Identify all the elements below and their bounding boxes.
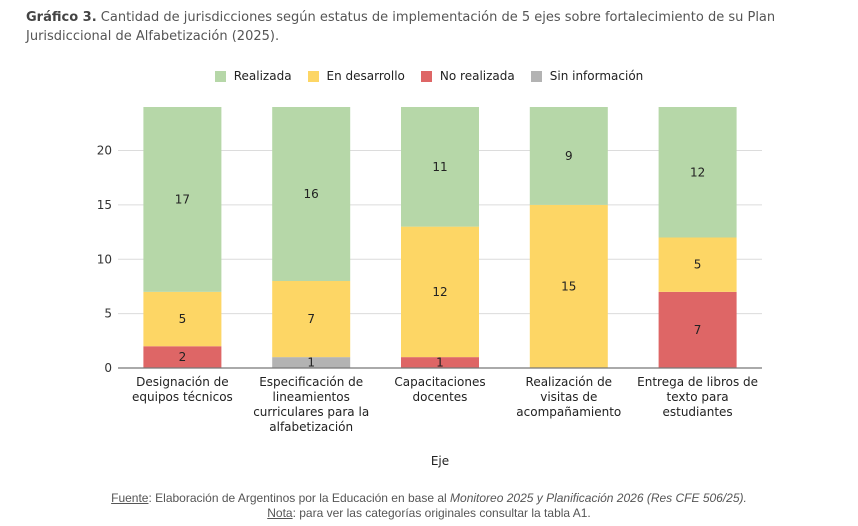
- legend-swatch-en-desarrollo: [307, 70, 319, 82]
- x-tick-label-line: docentes: [413, 390, 468, 404]
- data-label: 5: [694, 258, 702, 272]
- x-tick-label: Designación de equipos técnicos: [132, 375, 233, 404]
- x-axis-title: Eje: [431, 454, 449, 468]
- x-tick-label-line: equipos técnicos: [132, 390, 233, 404]
- bar-segment-realizada: [272, 107, 351, 281]
- x-tick-label-line: texto para: [667, 390, 729, 404]
- legend-label: Sin información: [549, 69, 644, 83]
- bar-segment-realizada: [401, 107, 479, 227]
- data-label: 16: [304, 187, 319, 201]
- bar-segment-realizada: [143, 107, 222, 292]
- chart-title-text: Cantidad de jurisdicciones según estatus…: [26, 10, 776, 44]
- data-label: 17: [175, 192, 190, 206]
- data-label: 15: [561, 279, 576, 293]
- data-label: 9: [565, 149, 573, 163]
- note-line: Nota: para ver las categorías originales…: [0, 506, 858, 521]
- data-label: 5: [179, 312, 187, 326]
- data-label: 12: [690, 165, 705, 179]
- legend-item-realizada: Realizada: [214, 69, 292, 83]
- x-tick-label: Especificación de lineamientos curriculare…: [253, 375, 369, 434]
- x-tick-label-line: curriculares para la: [253, 405, 369, 419]
- source-text: : Elaboración de Argentinos por la Educa…: [148, 491, 451, 505]
- x-tick-label: Realización de visitas de acompañamiento: [516, 375, 621, 419]
- x-tick-label: Entrega de libros de texto para estudiante…: [637, 375, 758, 419]
- legend-label: En desarrollo: [326, 69, 405, 83]
- y-tick-label: 0: [104, 361, 112, 375]
- legend-item-sin-informacion: Sin información: [530, 69, 644, 83]
- source-line: Fuente: Elaboración de Argentinos por la…: [0, 491, 858, 506]
- source-italic: Monitoreo 2025 y Planificación 2026 (Res…: [450, 491, 747, 505]
- x-tick-label: Capacitaciones docentes: [394, 375, 485, 404]
- legend-swatch-realizada: [214, 70, 226, 82]
- bar-segment-en-desarrollo: [272, 281, 351, 358]
- legend-item-no-realizada: No realizada: [420, 69, 515, 83]
- bar-segment-sin-informacion: [272, 357, 351, 368]
- data-label: 11: [432, 160, 447, 174]
- x-tick-label-line: lineamientos: [273, 390, 350, 404]
- note-label: Nota: [267, 506, 293, 520]
- chart-title-label: Gráfico 3.: [26, 10, 97, 25]
- x-tick-label-line: Capacitaciones: [394, 375, 485, 389]
- data-label: 12: [432, 285, 447, 299]
- data-label: 1: [436, 356, 444, 370]
- note-text: : para ver las categorías originales con…: [292, 506, 591, 520]
- y-tick-label: 15: [97, 198, 112, 212]
- x-tick-label-line: acompañamiento: [516, 405, 621, 419]
- data-label: 1: [307, 356, 315, 370]
- x-tick-label-line: Realización de: [526, 375, 613, 389]
- legend-label: Realizada: [233, 69, 292, 83]
- legend: Realizada En desarrollo No realizada Sin in…: [0, 69, 858, 83]
- x-tick-label-line: visitas de: [540, 390, 597, 404]
- data-label: 2: [179, 350, 187, 364]
- y-tick-label: 10: [97, 252, 112, 266]
- bar-segment-no-realizada: [658, 291, 737, 368]
- bar-segment-en-desarrollo: [401, 226, 479, 358]
- bar-segment-no-realizada: [143, 346, 222, 368]
- data-label: 7: [694, 323, 702, 337]
- x-tick-label-line: Especificación de: [259, 375, 363, 389]
- bar-segment-realizada: [658, 107, 737, 238]
- data-label: 7: [307, 312, 315, 326]
- legend-item-en-desarrollo: En desarrollo: [307, 69, 405, 83]
- y-tick-label: 5: [104, 307, 112, 321]
- chart-title: Gráfico 3. Cantidad de jurisdicciones se…: [26, 8, 826, 46]
- bar-segment-realizada: [529, 107, 608, 205]
- x-tick-label-line: alfabetización: [269, 420, 353, 434]
- bar-segment-no-realizada: [401, 357, 479, 368]
- x-tick-label-line: Designación de: [136, 375, 228, 389]
- bar-segment-en-desarrollo: [658, 237, 737, 292]
- legend-swatch-sin-informacion: [530, 70, 542, 82]
- chart-source: Fuente: Elaboración de Argentinos por la…: [0, 491, 858, 521]
- x-tick-label-line: Entrega de libros de: [637, 375, 758, 389]
- source-label: Fuente: [111, 491, 149, 505]
- bar-segment-en-desarrollo: [529, 204, 608, 368]
- x-tick-label-line: estudiantes: [662, 405, 732, 419]
- legend-label: No realizada: [439, 69, 515, 83]
- y-tick-label: 20: [97, 144, 112, 158]
- legend-swatch-no-realizada: [420, 70, 432, 82]
- bar-segment-en-desarrollo: [143, 291, 222, 347]
